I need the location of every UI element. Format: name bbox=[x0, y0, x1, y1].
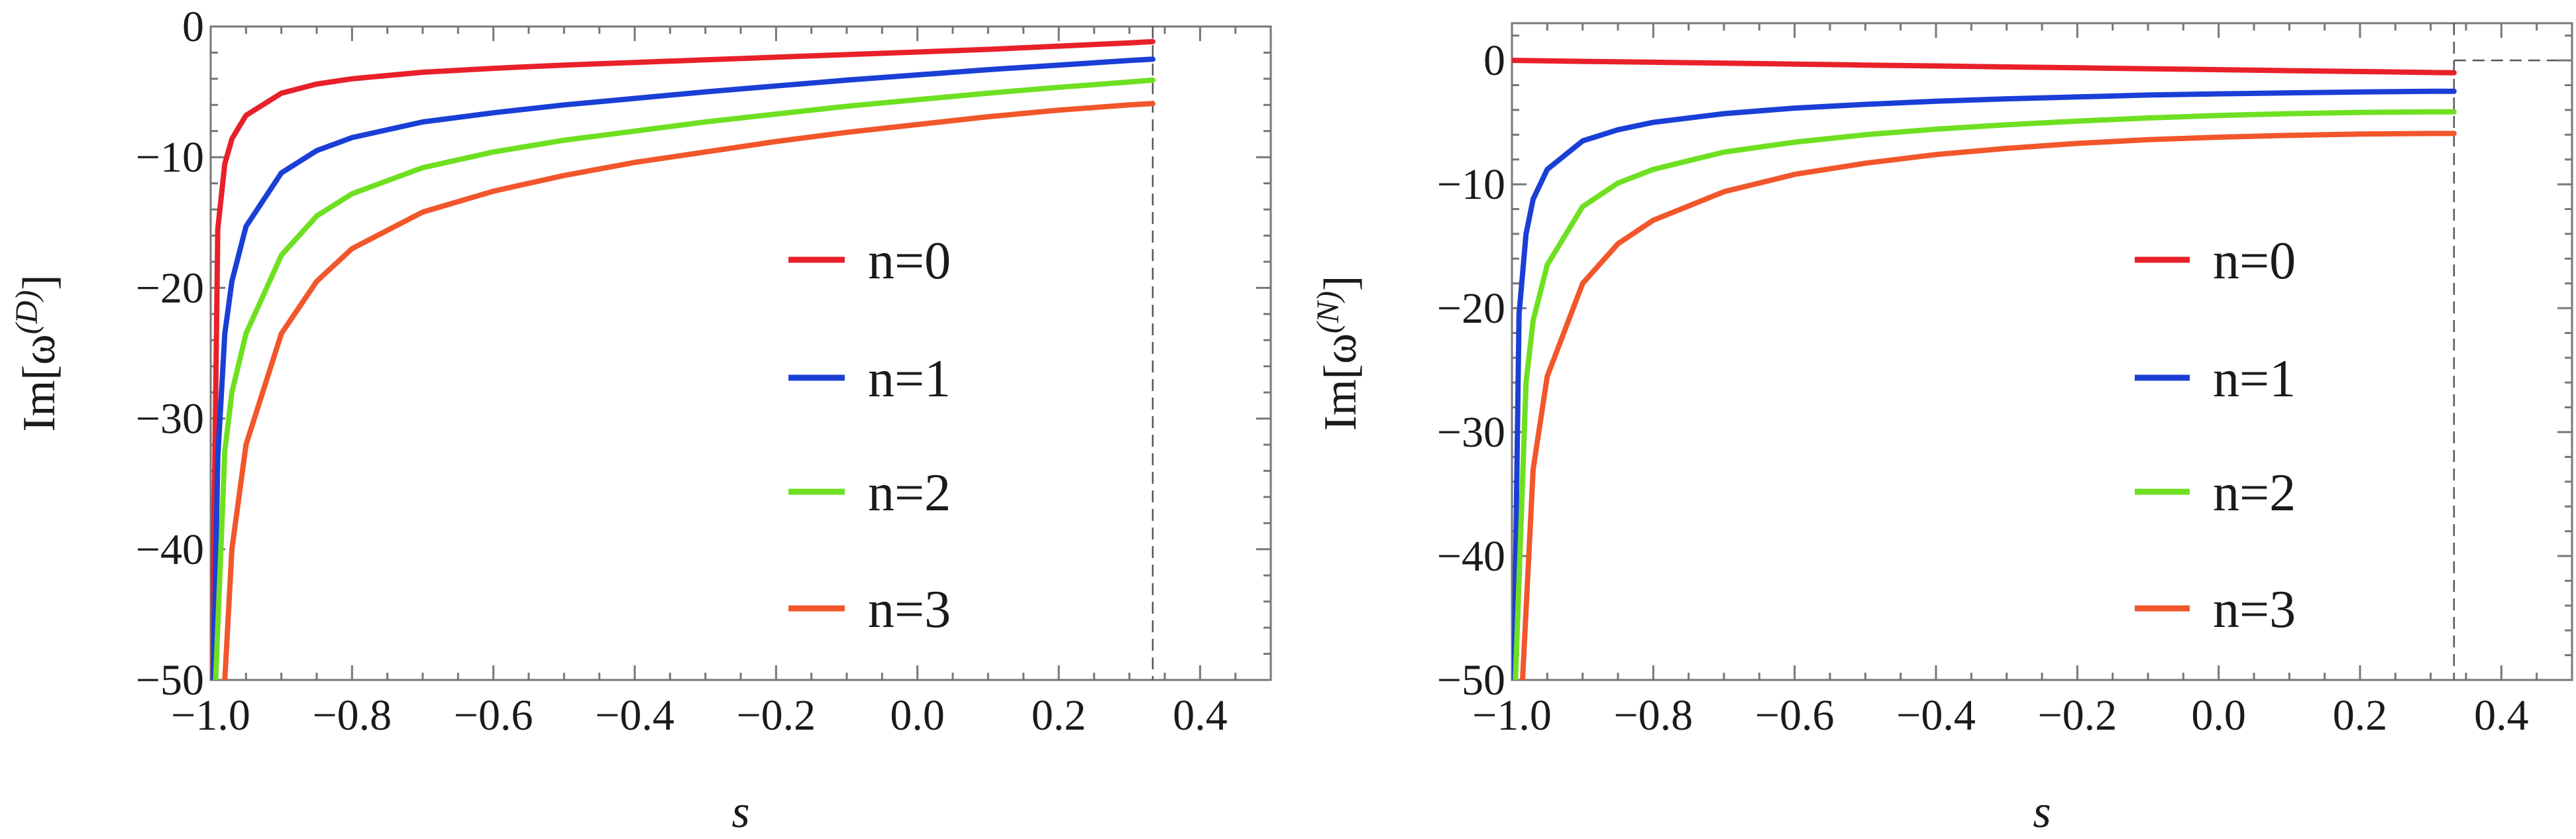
y-tick-labels: 0 −10 −20 −30 −40 −50 bbox=[136, 3, 204, 704]
x-tick-label: 0.0 bbox=[890, 691, 945, 740]
x-tick-label: 0.2 bbox=[1032, 691, 1087, 740]
x-tick-label: −1.0 bbox=[171, 691, 250, 740]
plot-frame bbox=[209, 25, 1272, 681]
legend-label-n2: n=2 bbox=[2213, 464, 2296, 522]
x-axis-label: s bbox=[731, 787, 749, 838]
legend-label-n0: n=0 bbox=[2213, 232, 2296, 290]
legend-label-n3: n=3 bbox=[2213, 581, 2296, 639]
right-chart-panel: −1.0 −0.8 −0.6 −0.4 −0.2 0.0 0.2 0.4 0 −10 −20 −30… bbox=[1311, 22, 2573, 838]
x-tick-label: 0.4 bbox=[1173, 691, 1228, 740]
series-line-n3 bbox=[222, 101, 1155, 680]
series-line-n1 bbox=[1512, 88, 2457, 680]
legend-label-n2: n=2 bbox=[868, 464, 951, 522]
legend-label-n1: n=1 bbox=[2213, 350, 2296, 408]
legend: n=0 n=1 n=2 n=3 bbox=[788, 232, 951, 639]
y-tick-label: −20 bbox=[136, 264, 204, 312]
x-tick-label: −0.8 bbox=[312, 691, 392, 740]
series-line-n1 bbox=[211, 56, 1155, 680]
y-tick-label: −10 bbox=[1437, 160, 1505, 209]
tick-marks bbox=[1511, 23, 2573, 681]
y-tick-label: 0 bbox=[182, 3, 204, 51]
y-tick-label: −30 bbox=[136, 395, 204, 443]
y-tick-label: −10 bbox=[136, 133, 204, 182]
x-tick-label: −1.0 bbox=[1472, 691, 1552, 740]
x-tick-label: −0.2 bbox=[2037, 691, 2117, 740]
x-tick-label: 0.2 bbox=[2333, 691, 2388, 740]
reference-lines bbox=[2453, 23, 2572, 680]
left-chart-panel: −1.0 −0.8 −0.6 −0.4 −0.2 0.0 0.2 0.4 0 −10 −20 −30… bbox=[9, 3, 1272, 838]
y-axis-label: Im[ω(D)] bbox=[9, 274, 65, 431]
legend-label-n0: n=0 bbox=[868, 232, 951, 290]
x-tick-label: −0.4 bbox=[1896, 691, 1976, 740]
x-tick-label: −0.2 bbox=[736, 691, 816, 740]
legend-label-n3: n=3 bbox=[868, 581, 951, 639]
x-tick-label: −0.6 bbox=[1755, 691, 1835, 740]
x-tick-label: 0.4 bbox=[2474, 691, 2529, 740]
series-line-n0 bbox=[1512, 58, 2457, 76]
x-tick-label: −0.4 bbox=[595, 691, 674, 740]
series-line-n3 bbox=[1520, 131, 2457, 680]
y-tick-label: −50 bbox=[1437, 656, 1505, 704]
series-line-n0 bbox=[211, 38, 1155, 680]
y-tick-labels: 0 −10 −20 −30 −40 −50 bbox=[1437, 36, 1505, 704]
x-axis-label: s bbox=[2033, 787, 2051, 838]
x-tick-labels: −1.0 −0.8 −0.6 −0.4 −0.2 0.0 0.2 0.4 bbox=[1472, 691, 2528, 740]
y-tick-label: −40 bbox=[1437, 532, 1505, 581]
x-tick-label: −0.6 bbox=[454, 691, 533, 740]
x-tick-label: −0.8 bbox=[1613, 691, 1693, 740]
y-tick-label: −50 bbox=[136, 656, 204, 704]
x-tick-labels: −1.0 −0.8 −0.6 −0.4 −0.2 0.0 0.2 0.4 bbox=[171, 691, 1227, 740]
series-line-n2 bbox=[1513, 109, 2457, 680]
y-tick-label: −30 bbox=[1437, 408, 1505, 457]
x-tick-label: 0.0 bbox=[2191, 691, 2246, 740]
legend-label-n1: n=1 bbox=[868, 350, 951, 408]
y-tick-label: 0 bbox=[1483, 36, 1505, 85]
y-tick-label: −40 bbox=[136, 526, 204, 574]
tick-marks bbox=[209, 25, 1272, 681]
data-series bbox=[1512, 58, 2457, 680]
legend: n=0 n=1 n=2 n=3 bbox=[2135, 232, 2296, 639]
y-tick-label: −20 bbox=[1437, 284, 1505, 333]
y-axis-label: Im[ω(N)] bbox=[1311, 276, 1366, 431]
data-series bbox=[211, 38, 1155, 680]
series-line-n2 bbox=[213, 77, 1155, 680]
